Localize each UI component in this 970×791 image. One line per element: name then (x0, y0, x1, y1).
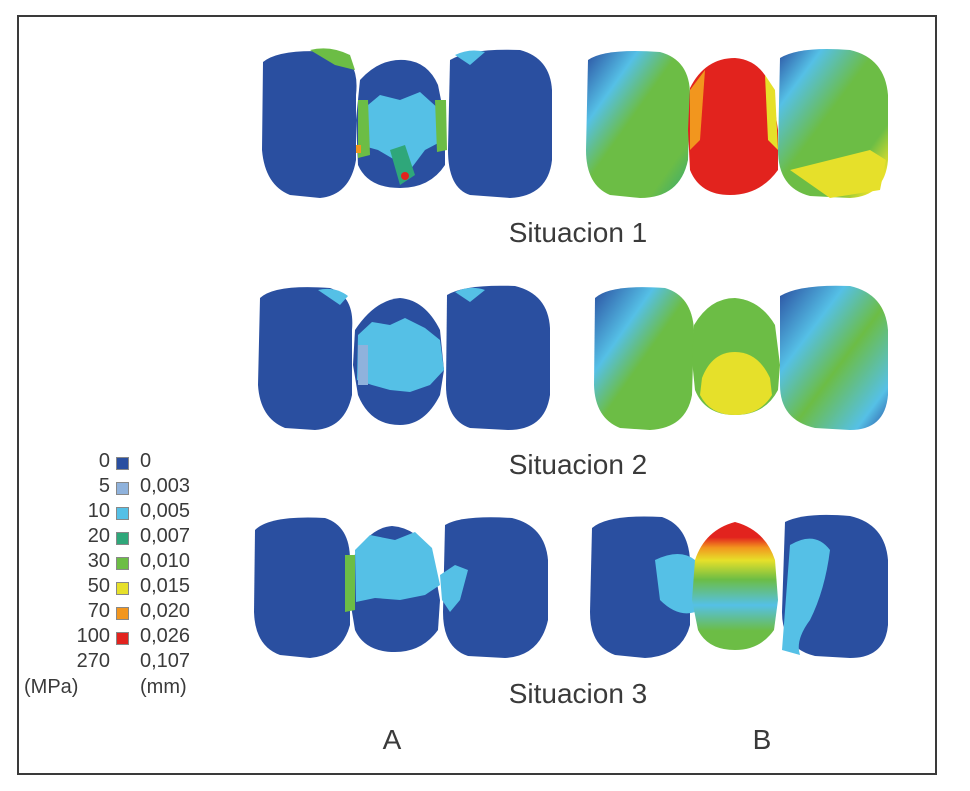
situation-1-label: Situacion 1 (509, 217, 648, 248)
legend-mm-value: 0,026 (140, 625, 191, 647)
legend-mm-value: 0,007 (140, 525, 191, 547)
row-2-column-a-model (258, 285, 550, 430)
legend-mpa-value: 50 (87, 575, 110, 597)
legend-row: 20 0,007 (22, 525, 192, 550)
row-1-column-a-model (262, 48, 552, 198)
legend-mpa-value: 100 (76, 625, 110, 647)
row-1-column-b-model (586, 49, 888, 198)
legend-mpa-value: 10 (87, 500, 110, 522)
row-3-column-a-model (254, 517, 548, 658)
legend-swatch (116, 582, 129, 595)
legend-mpa-value: 5 (98, 475, 110, 497)
legend-mpa-unit: (MPa) (24, 676, 79, 698)
legend-row: 10 0,005 (22, 500, 192, 525)
legend-row: 50 0,015 (22, 575, 192, 600)
legend-row: 30 0,010 (22, 550, 192, 575)
legend-mpa-value: 30 (87, 550, 110, 572)
legend-swatch (116, 557, 129, 570)
legend-row: 5 0,003 (22, 475, 192, 500)
legend-mm-value: 0,003 (140, 475, 191, 497)
legend-swatch (116, 457, 129, 470)
legend-mm-value: 0,107 (140, 650, 191, 672)
legend-mm-value: 0,010 (140, 550, 191, 572)
legend-swatch (116, 532, 129, 545)
row-2-column-b-model (594, 285, 888, 430)
legend-swatch (116, 607, 129, 620)
legend-mpa-value: 20 (87, 525, 110, 547)
legend-swatch (116, 507, 129, 520)
situation-2-label: Situacion 2 (509, 449, 648, 480)
legend-mm-value: 0,020 (140, 600, 191, 622)
legend-mpa-value: 270 (76, 650, 110, 672)
legend-mm-value: 0,015 (140, 575, 191, 597)
color-scale-legend: 0 0 5 0,003 10 0,005 20 0,007 30 0,010 5… (22, 450, 192, 710)
legend-mm-value: 0 (140, 450, 152, 472)
legend-row: 0 0 (22, 450, 192, 475)
legend-row: 70 0,020 (22, 600, 192, 625)
legend-mm-unit: (mm) (140, 676, 187, 698)
legend-mpa-value: 0 (98, 450, 110, 472)
row-3-column-b-model (590, 514, 888, 658)
situation-3-label: Situacion 3 (509, 678, 648, 709)
legend-row: 100 0,026 (22, 625, 192, 650)
legend-mm-value: 0,005 (140, 500, 191, 522)
legend-mpa-value: 70 (87, 600, 110, 622)
column-b-label: B (753, 724, 772, 755)
legend-row: 270 0,107 (22, 650, 192, 675)
legend-swatch (116, 482, 129, 495)
column-a-label: A (383, 724, 402, 755)
legend-swatch (116, 632, 129, 645)
